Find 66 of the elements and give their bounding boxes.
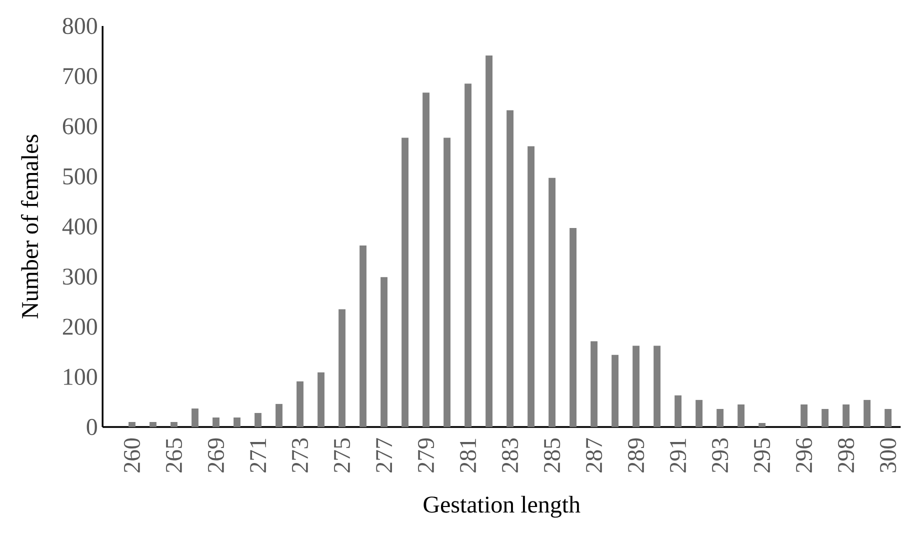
x-tick-label: 265 [166, 438, 182, 473]
x-tick-label: 277 [376, 438, 392, 473]
x-tick-label: 273 [292, 438, 308, 473]
bar [486, 56, 492, 428]
bar [234, 418, 240, 428]
bar [192, 408, 198, 428]
bar [864, 400, 871, 428]
bar [212, 418, 220, 428]
y-tick-label: 100 [64, 369, 97, 386]
bar [506, 110, 514, 428]
bar [128, 422, 136, 428]
y-tick-label: 600 [62, 118, 97, 135]
x-tick-label: 291 [670, 439, 686, 473]
x-tick-label: 285 [544, 438, 560, 473]
x-tick-label: 293 [712, 438, 728, 473]
y-tick-label: 800 [62, 18, 97, 34]
bar [402, 138, 408, 428]
bar [570, 228, 577, 428]
x-tick-label: 295 [754, 438, 770, 473]
x-tick-label: 275 [334, 438, 350, 473]
y-tick-label: 400 [62, 218, 97, 235]
bar [800, 404, 808, 428]
bar [632, 346, 640, 428]
bar [590, 341, 598, 428]
x-axis-title: Gestation length [424, 496, 580, 518]
y-axis-title: Number of females [20, 135, 38, 319]
bar [716, 409, 724, 428]
bar [548, 178, 556, 428]
bar [464, 84, 472, 428]
bar [360, 246, 366, 428]
x-tick-label: 271 [250, 439, 266, 473]
bar [296, 382, 304, 428]
bar [654, 346, 661, 428]
bar [528, 146, 534, 428]
y-tick-label: 700 [64, 68, 97, 84]
bar [738, 404, 745, 428]
x-tick-label: 289 [628, 438, 644, 473]
bar [822, 409, 829, 428]
bar [254, 413, 262, 428]
bar [842, 404, 850, 428]
x-tick-label: 287 [586, 438, 602, 473]
bar [338, 309, 346, 428]
y-tick-label: 500 [63, 168, 97, 185]
x-tick-label: 300 [880, 438, 896, 472]
y-tick-label: 300 [63, 268, 97, 285]
x-tick-label: 281 [460, 439, 476, 473]
bar [612, 355, 619, 428]
bar [170, 422, 178, 428]
x-tick-label: 279 [418, 438, 434, 473]
bar [758, 423, 766, 428]
bar [444, 138, 450, 428]
bar [884, 409, 892, 428]
y-tick-label: 200 [62, 318, 97, 336]
x-tick-label: 269 [208, 438, 224, 473]
bar [150, 422, 156, 428]
x-tick-label: 283 [502, 438, 518, 473]
bar [318, 372, 324, 428]
x-tick-label: 296 [796, 438, 812, 473]
x-tick-label: 260 [124, 438, 140, 473]
bar [380, 277, 388, 428]
y-tick-label: 0 [86, 419, 97, 436]
bar [696, 400, 703, 428]
bar [422, 92, 430, 428]
bar [674, 396, 682, 428]
x-tick-label: 298 [838, 438, 854, 473]
bar [276, 404, 282, 428]
